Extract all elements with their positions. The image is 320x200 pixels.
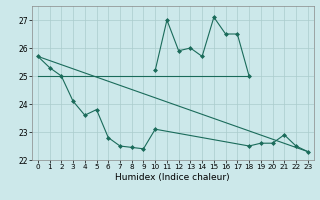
X-axis label: Humidex (Indice chaleur): Humidex (Indice chaleur) bbox=[116, 173, 230, 182]
